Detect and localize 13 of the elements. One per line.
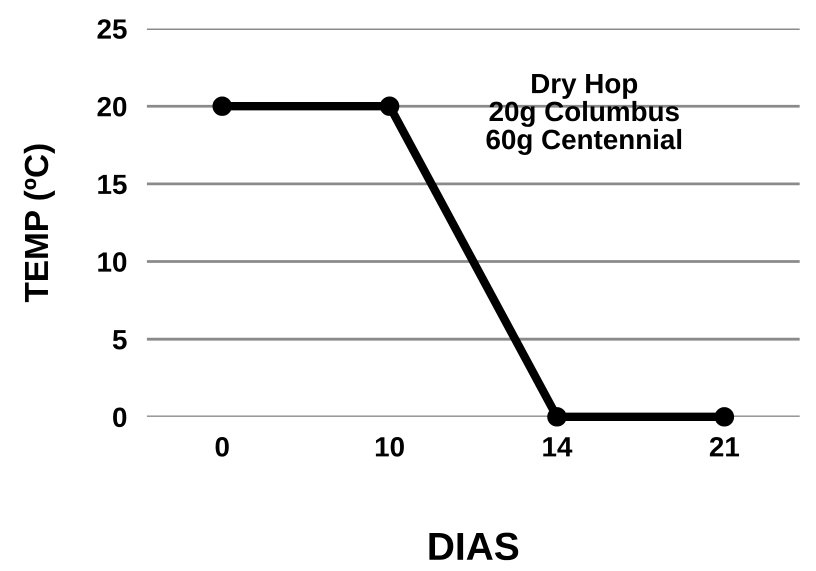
y-tick-label: 10 bbox=[98, 252, 126, 272]
x-tick-label: 0 bbox=[216, 437, 229, 457]
annotation: Dry Hop 20g Columbus 60g Centennial bbox=[486, 74, 682, 155]
y-tick-label: 25 bbox=[98, 19, 127, 39]
y-axis-title: TEMP (ºC) bbox=[24, 144, 55, 302]
x-tick-label: 21 bbox=[710, 437, 740, 456]
x-tick-label: 14 bbox=[543, 437, 572, 456]
y-tick-label: 20 bbox=[98, 96, 126, 117]
x-axis-title: DIAS bbox=[429, 532, 518, 560]
y-tick-label: 0 bbox=[113, 408, 126, 428]
y-tick-label: 5 bbox=[112, 330, 127, 350]
y-tick-label: 15 bbox=[98, 174, 127, 194]
x-tick-label: 10 bbox=[376, 437, 404, 457]
